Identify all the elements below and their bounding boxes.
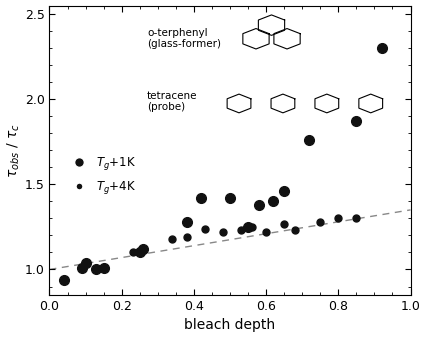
Point — [237, 227, 244, 233]
Text: tetracene
(probe): tetracene (probe) — [147, 91, 197, 112]
Point — [335, 216, 342, 221]
Point — [183, 219, 190, 224]
Point — [136, 250, 143, 255]
Text: o-terphenyl
(glass-former): o-terphenyl (glass-former) — [147, 28, 221, 49]
Point — [263, 229, 270, 235]
Point — [60, 277, 67, 283]
Point — [281, 221, 288, 226]
Point — [378, 45, 385, 51]
Point — [227, 195, 233, 201]
Point — [248, 224, 255, 230]
Point — [129, 250, 136, 255]
Point — [245, 224, 251, 230]
Point — [82, 260, 89, 265]
Point — [198, 195, 204, 201]
Point — [353, 119, 360, 124]
Point — [291, 227, 298, 233]
Point — [78, 265, 85, 270]
Point — [317, 219, 324, 224]
Point — [169, 236, 176, 242]
X-axis label: bleach depth: bleach depth — [184, 318, 276, 333]
Point — [353, 216, 360, 221]
Point — [306, 137, 313, 143]
Point — [256, 202, 262, 208]
Point — [201, 226, 208, 231]
Y-axis label: $\tau_{obs}$ / $\tau_c$: $\tau_{obs}$ / $\tau_c$ — [6, 123, 22, 178]
Point — [281, 189, 288, 194]
Point — [140, 246, 147, 252]
Point — [270, 199, 277, 204]
Point — [93, 267, 100, 272]
Point — [100, 265, 107, 270]
Legend: $T_g$+1K, $T_g$+4K: $T_g$+1K, $T_g$+4K — [63, 150, 140, 201]
Point — [183, 235, 190, 240]
Point — [219, 229, 226, 235]
